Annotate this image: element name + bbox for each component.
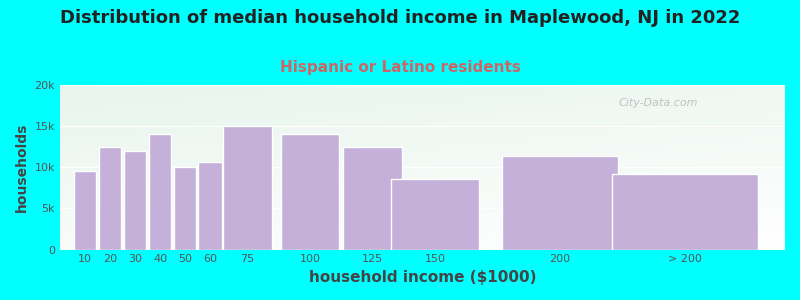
Bar xyxy=(124,151,146,250)
Bar xyxy=(99,147,121,250)
Bar xyxy=(281,134,339,250)
Y-axis label: households: households xyxy=(15,123,29,212)
Bar xyxy=(391,179,478,250)
Bar xyxy=(343,147,402,250)
Bar xyxy=(174,167,196,250)
Bar xyxy=(149,134,171,250)
Text: Distribution of median household income in Maplewood, NJ in 2022: Distribution of median household income … xyxy=(60,9,740,27)
Text: City-Data.com: City-Data.com xyxy=(618,98,698,108)
X-axis label: household income ($1000): household income ($1000) xyxy=(309,270,536,285)
Bar xyxy=(74,171,96,250)
Bar xyxy=(198,161,222,250)
Bar xyxy=(223,126,272,250)
Bar xyxy=(612,174,758,250)
Text: Hispanic or Latino residents: Hispanic or Latino residents xyxy=(279,60,521,75)
Bar xyxy=(502,156,618,250)
